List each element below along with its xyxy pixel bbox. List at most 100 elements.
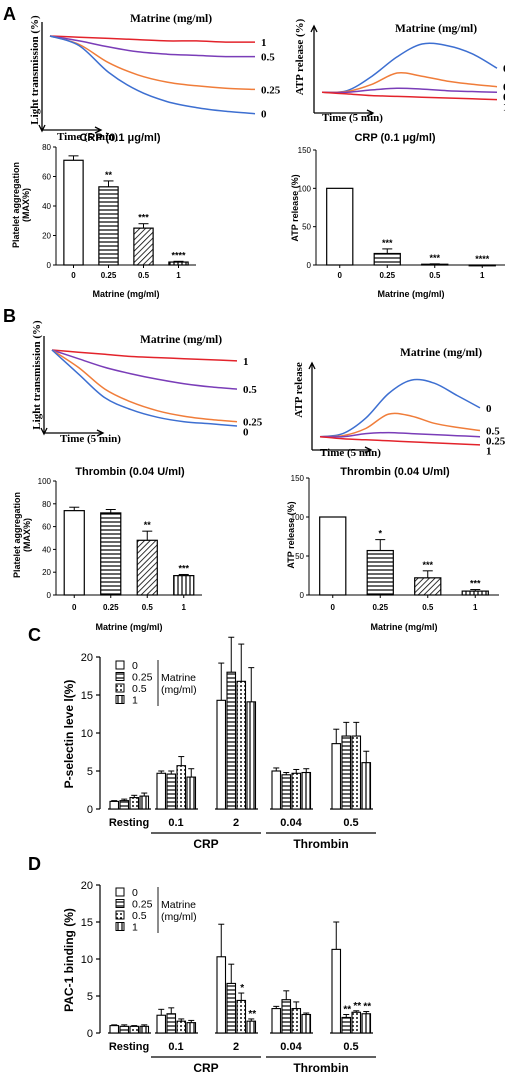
trace-series-label: 1 [261,37,267,49]
panel-label-c: C [28,625,41,645]
bar-category-label: 0.25 [379,271,395,280]
grouped-bar [281,999,292,1034]
grouped-bar [166,1013,177,1034]
bar-y-tick-label: 20 [42,232,51,241]
agonist-label: Thrombin [293,1061,348,1075]
trace-line-0.25 [51,349,238,423]
grouped-bar [166,773,177,810]
grouped-bar [139,1025,150,1034]
grouped-bar [361,762,372,810]
significance-mark: ** [343,1005,351,1016]
trace-chart-B-trace-light: Matrine (mg/ml) Light transmission (%) Tim… [31,320,263,445]
bar-xlabel: Matrine (mg/ml) [92,289,159,299]
trace-series-label: 0.25 [243,417,263,429]
trace-line-0.25 [321,87,498,94]
significance-mark: ** [353,1001,361,1012]
grouped-bar [119,800,130,810]
bar-title: CRP (0.1 μg/ml) [354,132,435,144]
grouped-y-tick-label: 15 [81,690,93,702]
grouped-bar [291,1008,302,1034]
bar-ylabel-group: Platelet aggregation (MAX%) [12,492,32,578]
grouped-ylabel: P-selectin leve l(%) [62,680,76,789]
bar-y-tick-label: 0 [307,261,312,270]
grouped-y-tick-label: 15 [81,917,93,929]
trace-title: Matrine (mg/ml) [395,23,477,35]
grouped-bar [236,999,247,1034]
legend-label: 0.25 [132,899,153,911]
bar-category-label: 0.5 [142,603,154,612]
bar-y-tick-label: 150 [298,146,312,155]
grouped-bar [119,1025,130,1034]
trace-line-0.25 [319,431,481,438]
grouped-bar [301,771,312,810]
significance-mark: *** [422,560,433,570]
group-label: 0.5 [343,1041,358,1053]
bar-y-tick-label: 20 [42,568,51,577]
trace-series-label: 0.25 [503,92,505,104]
trace-series-label: 0.5 [261,52,275,64]
bar-title: Thrombin (0.04 U/ml) [75,466,185,478]
trace-series-label: 0.5 [486,426,500,438]
bar [136,539,158,596]
trace-y-arrowhead [40,427,48,436]
trace-title: Matrine (mg/ml) [140,334,222,346]
legend-swatch [115,899,125,908]
trace-ylabel: ATP release (%) [294,18,306,95]
charts-layer: Matrine (mg/ml) Light transmission (%) Tim… [11,13,505,1075]
bar [319,516,347,596]
grouped-bar [341,735,352,810]
bar [421,263,449,266]
bar-ylabel-group: Platelet aggregation (MAX%) [11,162,31,248]
bar-ylabel: (MAX%) [21,188,31,222]
bar-category-label: 0.5 [138,271,150,280]
trace-series-label: 0.25 [261,84,281,96]
significance-mark: **** [475,254,490,264]
bar [168,261,189,266]
bar-category-label: 0.25 [103,603,119,612]
bar-y-tick-label: 40 [42,202,51,211]
trace-xlabel: Time (5 min) [320,447,381,459]
grouped-bar [226,982,237,1034]
grouped-ylabel: PAC-1 binding (%) [62,908,76,1012]
grouped-bar [109,800,120,810]
grouped-bar [176,1020,187,1034]
bar-ylabel: Platelet aggregation [11,162,21,248]
grouped-bar [236,680,247,810]
bar-category-label: 1 [182,603,187,612]
bar-category-label: 0.25 [101,271,117,280]
bar-y-tick-label: 60 [42,523,51,532]
group-label: 0.04 [280,1041,302,1053]
bar-ylabel-group: ATP release (%) [290,174,300,241]
bar [414,577,442,596]
grouped-y-tick-label: 20 [81,880,93,892]
panel-label-d: D [28,854,41,874]
trace-series-label: 0 [486,403,492,415]
grouped-bar [226,671,237,810]
legend-swatch [115,922,125,931]
grouped-y-tick-label: 0 [87,1028,93,1040]
significance-mark: *** [138,213,149,223]
grouped-y-tick-label: 10 [81,954,93,966]
grouped-bar [176,765,187,810]
trace-chart-B-trace-atp: Matrine (mg/ml) ATP release Time (5 min) 0 0… [293,347,505,459]
trace-title: Matrine (mg/ml) [400,347,482,359]
grouped-bar [351,735,362,810]
bar-y-tick-label: 0 [300,591,305,600]
trace-x-arrowhead [94,126,103,134]
trace-line-0.5 [321,71,498,94]
group-label: 2 [233,1041,239,1053]
trace-line-0.5 [319,412,481,438]
trace-ylabel: Light transmission (%) [29,15,41,125]
grouped-bar [139,795,150,810]
bar [326,187,354,266]
grouped-bar [186,776,197,810]
grouped-bar [361,1013,372,1034]
trace-ylabel: ATP release [293,362,305,418]
legend-label: 0 [132,887,138,899]
bar-ylabel: Platelet aggregation [12,492,22,578]
bar-category-label: 0.5 [429,271,441,280]
trace-line-0.25 [49,35,256,91]
trace-x-arrowhead [96,429,105,437]
trace-series-label: 0.5 [503,82,505,94]
